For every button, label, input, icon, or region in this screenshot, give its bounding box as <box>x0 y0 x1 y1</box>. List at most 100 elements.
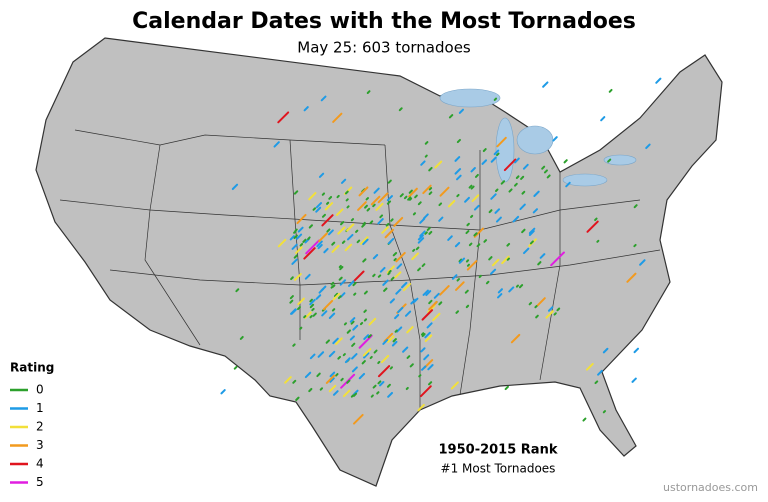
tornado-track <box>535 314 539 319</box>
tornado-track <box>363 352 370 359</box>
tornado-track <box>366 90 371 94</box>
legend-label: 0 <box>36 383 44 397</box>
tornado-track <box>351 366 358 373</box>
legend-title: Rating <box>10 361 54 375</box>
tornado-track <box>424 141 429 145</box>
tornado-track <box>537 261 542 266</box>
tornado-track <box>532 208 538 214</box>
tornado-track <box>330 281 335 286</box>
tornado-track <box>521 190 526 195</box>
tornado-track <box>397 306 404 314</box>
tornado-track <box>381 226 389 234</box>
tornado-track <box>539 253 546 259</box>
tornado-track <box>295 233 303 240</box>
tornado-track <box>481 159 488 165</box>
tornado-track <box>476 243 481 248</box>
tornado-track <box>490 156 497 163</box>
tornado-track <box>408 189 413 194</box>
tornado-track <box>485 280 490 285</box>
tornado-track <box>510 333 521 344</box>
tornado-track <box>290 276 294 281</box>
tornado-track <box>434 160 443 169</box>
tornado-track <box>422 184 432 195</box>
tornado-track <box>337 355 342 360</box>
us-outline <box>35 37 723 487</box>
tornado-track <box>289 295 294 300</box>
tornado-track <box>315 294 322 300</box>
tornado-track <box>394 329 398 333</box>
tornado-track <box>369 355 373 360</box>
tornado-track <box>372 273 376 278</box>
tornado-track <box>585 362 594 371</box>
tornado-track <box>501 255 510 265</box>
tornado-track <box>328 350 336 358</box>
tornado-track <box>290 308 297 315</box>
tornado-track <box>512 215 520 223</box>
tornado-track <box>417 237 425 244</box>
tornado-track <box>543 169 548 174</box>
tornado-track <box>456 138 461 144</box>
tornado-track <box>433 292 440 299</box>
tornado-track <box>329 377 335 383</box>
tornado-track <box>403 195 408 200</box>
tornado-track <box>331 244 340 253</box>
tornado-track <box>303 315 307 319</box>
tornado-track <box>390 218 394 222</box>
tornado-track <box>639 259 646 266</box>
tornado-track <box>496 136 507 148</box>
tornado-track <box>325 374 336 384</box>
tornado-track <box>357 201 367 211</box>
tornado-track <box>466 222 470 227</box>
tornado-track <box>309 298 316 306</box>
tornado-track <box>377 360 381 365</box>
tornado-track <box>395 251 406 263</box>
tornado-track <box>398 107 403 112</box>
tornado-track <box>384 228 394 239</box>
tornado-track <box>521 228 526 234</box>
tornado-track <box>363 318 368 322</box>
tornado-track <box>332 112 343 123</box>
tornado-track <box>407 196 412 201</box>
tornado-track <box>468 184 473 189</box>
tornado-track <box>428 191 433 196</box>
tornado-track <box>582 417 587 422</box>
tornado-track <box>330 284 335 289</box>
tornado-track <box>553 312 557 316</box>
tornado-track <box>392 252 398 257</box>
tornado-track <box>343 322 347 326</box>
tornado-track <box>380 354 390 364</box>
tornado-track <box>633 204 638 209</box>
tornado-track <box>608 88 613 93</box>
tornado-track <box>337 226 346 235</box>
tornado-track <box>353 389 359 395</box>
tornado-track <box>402 346 409 353</box>
tornado-track <box>395 288 402 295</box>
tornado-track <box>362 258 367 263</box>
tornado-track <box>391 340 398 347</box>
tornado-track <box>289 299 294 304</box>
legend: 0 1 2 3 4 5 <box>10 383 44 489</box>
tornado-track <box>358 372 366 380</box>
tornado-track <box>312 312 317 317</box>
tornado-track <box>307 236 311 241</box>
legend-label: 5 <box>36 475 44 489</box>
tornado-track <box>332 337 339 345</box>
tornado-track <box>361 360 366 365</box>
tornado-track <box>423 354 430 361</box>
tornado-track <box>359 236 369 245</box>
tornado-track <box>326 201 330 205</box>
tornado-track <box>297 226 304 233</box>
tornado-track <box>325 339 330 344</box>
tornado-track <box>478 274 482 279</box>
tornado-track <box>367 334 372 339</box>
tornado-track <box>528 227 536 235</box>
tornado-track <box>438 301 443 306</box>
tornado-track <box>390 276 395 281</box>
tornado-track <box>496 152 500 157</box>
tornado-track <box>550 251 565 267</box>
tornado-track <box>491 258 500 267</box>
tornado-track <box>392 338 397 343</box>
tornado-track <box>394 313 400 320</box>
tornado-track <box>417 234 424 241</box>
tornado-track <box>490 268 497 275</box>
